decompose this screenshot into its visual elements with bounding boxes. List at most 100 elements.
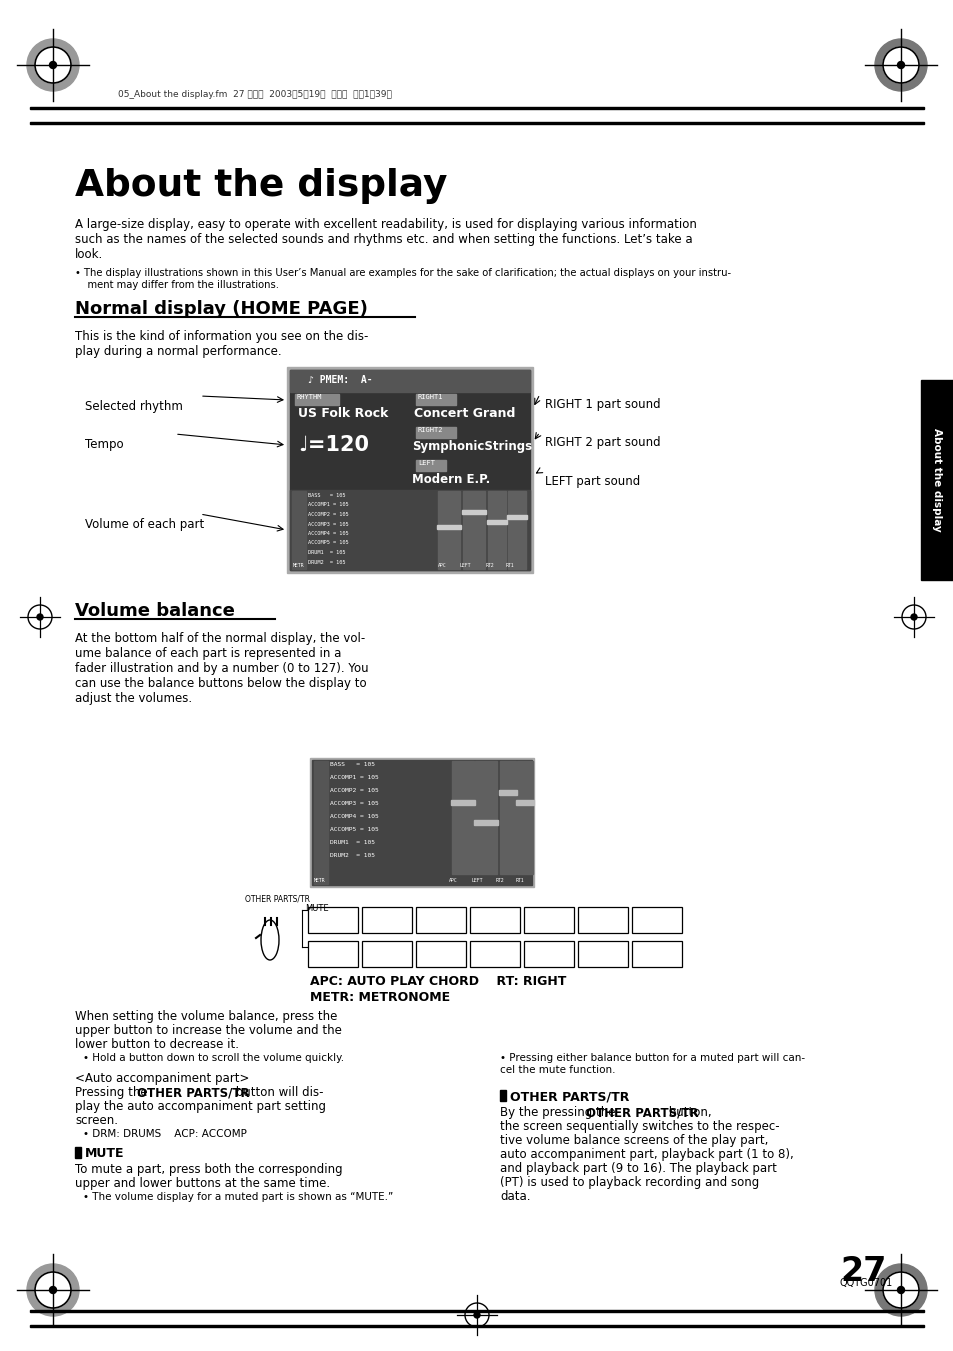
Text: DRUM2  = 105: DRUM2 = 105 <box>330 852 375 858</box>
Bar <box>290 370 530 392</box>
Bar <box>436 526 460 530</box>
Circle shape <box>882 47 918 82</box>
Bar <box>292 490 306 569</box>
Text: APC: APC <box>449 878 457 884</box>
Circle shape <box>897 62 903 69</box>
Circle shape <box>35 1273 71 1308</box>
Text: upper button to increase the volume and the: upper button to increase the volume and … <box>75 1024 341 1038</box>
Circle shape <box>50 1286 56 1293</box>
Text: RIGHT 1 part sound: RIGHT 1 part sound <box>544 399 659 411</box>
Bar <box>470 907 519 934</box>
Text: OTHER PARTS/TR: OTHER PARTS/TR <box>245 894 310 902</box>
Text: SymphonicStrings: SymphonicStrings <box>412 440 532 453</box>
Bar <box>517 761 533 874</box>
Bar <box>631 907 681 934</box>
Bar <box>30 122 923 123</box>
Text: RIGHT2: RIGHT2 <box>417 427 443 434</box>
Bar <box>294 394 338 405</box>
Bar <box>416 942 465 967</box>
Bar <box>506 515 526 519</box>
Bar <box>287 367 533 573</box>
Text: play the auto accompaniment part setting: play the auto accompaniment part setting <box>75 1100 326 1113</box>
Text: About the display: About the display <box>931 428 941 532</box>
Circle shape <box>910 613 916 620</box>
Text: When setting the volume balance, press the: When setting the volume balance, press t… <box>75 1011 337 1023</box>
Text: LEFT: LEFT <box>472 878 483 884</box>
Text: METR: METR <box>293 563 304 567</box>
Text: Pressing the: Pressing the <box>75 1086 152 1098</box>
Bar <box>314 761 328 884</box>
Text: MUTE: MUTE <box>305 904 328 913</box>
Circle shape <box>35 47 71 82</box>
Bar <box>30 107 923 108</box>
Circle shape <box>27 1265 79 1316</box>
Bar <box>308 907 357 934</box>
Text: APC: APC <box>437 563 446 567</box>
Circle shape <box>474 1312 479 1319</box>
Text: RIGHT 2 part sound: RIGHT 2 part sound <box>544 436 659 449</box>
Text: RT2: RT2 <box>496 878 504 884</box>
Text: DRUM1  = 105: DRUM1 = 105 <box>308 550 345 555</box>
Bar <box>30 1310 923 1312</box>
Bar <box>452 761 474 874</box>
Text: • Hold a button down to scroll the volume quickly.: • Hold a button down to scroll the volum… <box>83 1052 344 1063</box>
Text: upper and lower buttons at the same time.: upper and lower buttons at the same time… <box>75 1177 330 1190</box>
Text: lower button to decrease it.: lower button to decrease it. <box>75 1038 239 1051</box>
Circle shape <box>874 39 926 91</box>
Bar <box>416 907 465 934</box>
Text: ACCOMP2 = 105: ACCOMP2 = 105 <box>330 788 378 793</box>
Text: ACCOMP4 = 105: ACCOMP4 = 105 <box>308 531 348 536</box>
Bar <box>461 509 485 513</box>
Text: OTHER PARTS/TR: OTHER PARTS/TR <box>585 1106 698 1119</box>
Text: APC: AUTO PLAY CHORD    RT: RIGHT: APC: AUTO PLAY CHORD RT: RIGHT <box>310 975 566 988</box>
Text: RHYTHM: RHYTHM <box>296 394 322 400</box>
Text: BASS   = 105: BASS = 105 <box>330 762 375 767</box>
Text: ACCOMP1 = 105: ACCOMP1 = 105 <box>330 775 378 780</box>
Circle shape <box>37 613 43 620</box>
Text: Volume of each part: Volume of each part <box>85 517 204 531</box>
Circle shape <box>874 1265 926 1316</box>
Text: DRUM1  = 105: DRUM1 = 105 <box>330 840 375 844</box>
Bar <box>578 907 627 934</box>
Circle shape <box>50 62 56 69</box>
Text: Normal display (HOME PAGE): Normal display (HOME PAGE) <box>75 300 368 317</box>
Bar <box>416 427 456 438</box>
Bar <box>30 1325 923 1327</box>
Text: 27: 27 <box>840 1255 885 1288</box>
Text: RT1: RT1 <box>505 563 514 567</box>
Text: ACCOMP2 = 105: ACCOMP2 = 105 <box>308 512 348 517</box>
Bar <box>437 490 459 569</box>
Bar <box>516 800 534 805</box>
Bar <box>290 490 530 570</box>
Text: ACCOMP5 = 105: ACCOMP5 = 105 <box>330 827 378 832</box>
Bar <box>578 942 627 967</box>
Text: ACCOMP5 = 105: ACCOMP5 = 105 <box>308 540 348 546</box>
Bar <box>290 370 530 570</box>
Bar <box>488 490 505 569</box>
Bar <box>416 459 446 471</box>
Text: 05_About the display.fm  27 ページ  2003年5月19日  月曜日  午後1時39分: 05_About the display.fm 27 ページ 2003年5月19… <box>118 91 392 99</box>
Text: Volume balance: Volume balance <box>75 603 234 620</box>
Circle shape <box>882 1273 918 1308</box>
Text: and playback part (9 to 16). The playback part: and playback part (9 to 16). The playbac… <box>499 1162 776 1175</box>
Bar <box>361 942 412 967</box>
Text: RIGHT1: RIGHT1 <box>417 394 443 400</box>
Text: About the display: About the display <box>75 168 447 204</box>
Text: ♩=120: ♩=120 <box>297 435 369 455</box>
Text: To mute a part, press both the corresponding: To mute a part, press both the correspon… <box>75 1163 342 1175</box>
Bar <box>75 1147 81 1158</box>
Text: QQTG0701: QQTG0701 <box>840 1278 892 1288</box>
Text: By the pressing the: By the pressing the <box>499 1106 618 1119</box>
Text: ACCOMP3 = 105: ACCOMP3 = 105 <box>330 801 378 807</box>
Text: ACCOMP3 = 105: ACCOMP3 = 105 <box>308 521 348 527</box>
Bar <box>498 790 517 794</box>
Text: (PT) is used to playback recording and song: (PT) is used to playback recording and s… <box>499 1175 759 1189</box>
Text: button,: button, <box>664 1106 711 1119</box>
Text: DRUM2  = 105: DRUM2 = 105 <box>308 559 345 565</box>
Bar <box>507 490 525 569</box>
Text: Selected rhythm: Selected rhythm <box>85 400 183 413</box>
Bar <box>416 394 456 405</box>
Text: MUTE: MUTE <box>85 1147 125 1161</box>
Text: tive volume balance screens of the play part,: tive volume balance screens of the play … <box>499 1133 767 1147</box>
Text: button will dis-: button will dis- <box>232 1086 323 1098</box>
